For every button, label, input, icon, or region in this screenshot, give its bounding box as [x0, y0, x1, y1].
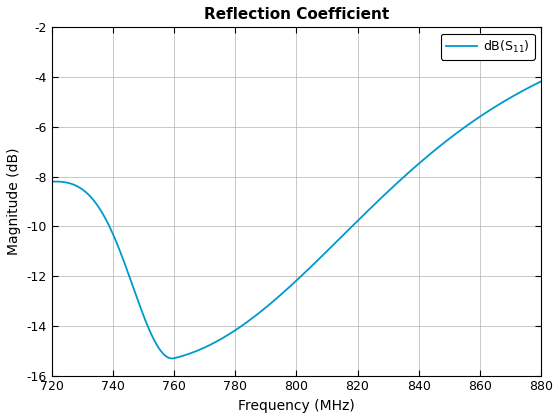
dB(S$_{11}$)	[99, 210, 105, 215]
X-axis label: Frequency (MHz): Frequency (MHz)	[238, 399, 355, 413]
dB(S$_{11}$)	[48, 179, 55, 184]
dB(S$_{11}$)	[431, 149, 437, 154]
dB(S$_{11}$)	[169, 356, 176, 361]
dB(S$_{11}$)	[538, 79, 544, 84]
dB(S$_{11}$)	[264, 303, 271, 308]
dB(S$_{11}$)	[247, 317, 254, 322]
Legend: dB(S$_{11}$): dB(S$_{11}$)	[441, 34, 535, 60]
Title: Reflection Coefficient: Reflection Coefficient	[204, 7, 389, 22]
dB(S$_{11}$)	[385, 189, 391, 194]
Y-axis label: Magnitude (dB): Magnitude (dB)	[7, 148, 21, 255]
dB(S$_{11}$)	[439, 142, 446, 147]
Line: dB(S$_{11}$): dB(S$_{11}$)	[52, 81, 541, 358]
